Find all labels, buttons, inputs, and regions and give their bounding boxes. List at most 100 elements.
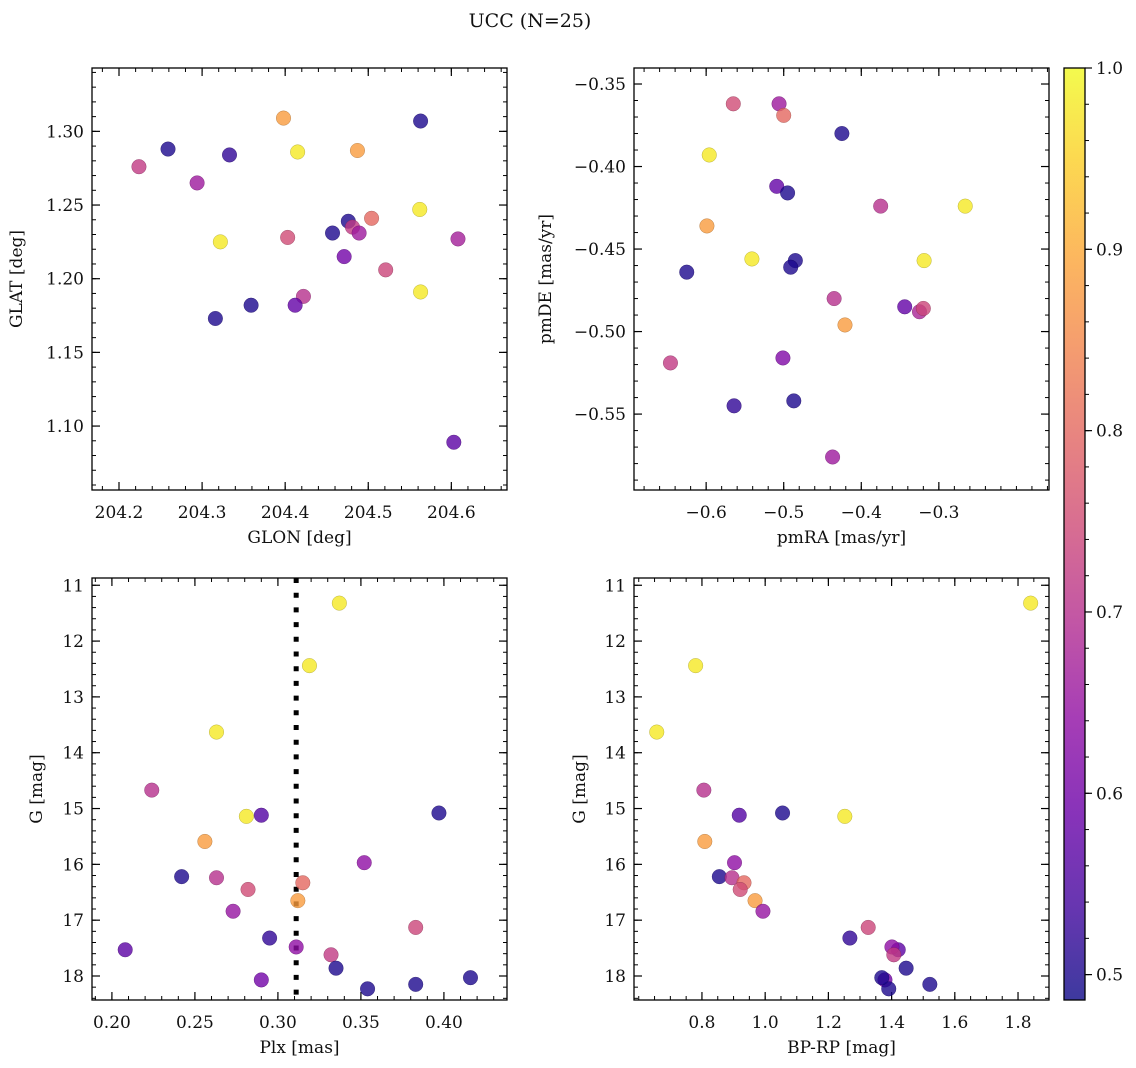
scatter-point bbox=[837, 317, 853, 333]
y-tick-label: 1.25 bbox=[46, 196, 84, 216]
y-tick-label: 12 bbox=[604, 632, 626, 652]
y-tick-label: 11 bbox=[604, 576, 626, 596]
y-tick-label: 14 bbox=[604, 744, 626, 764]
colorbar-tick-label: 0.5 bbox=[1096, 966, 1123, 986]
scatter-point bbox=[364, 210, 380, 226]
colorbar-tick-label: 0.8 bbox=[1096, 422, 1123, 442]
y-tick-label: 1.30 bbox=[46, 122, 84, 142]
scatter-point bbox=[726, 855, 743, 871]
x-tick-label: 1.6 bbox=[941, 1013, 968, 1033]
scatter-point bbox=[842, 930, 858, 946]
axes-frame bbox=[91, 67, 508, 491]
figure-title: UCC (N=25) bbox=[469, 10, 592, 32]
scatter-point bbox=[287, 297, 303, 313]
scatter-point bbox=[189, 175, 205, 191]
scatter-point bbox=[225, 903, 241, 919]
scatter-point bbox=[238, 808, 254, 824]
y-tick-label: 11 bbox=[62, 576, 84, 596]
scatter-point bbox=[886, 947, 902, 963]
scatter-point bbox=[174, 869, 190, 885]
scatter-point bbox=[775, 350, 791, 366]
scatter-point bbox=[336, 249, 352, 265]
scatter-point bbox=[649, 724, 665, 740]
scatter-point bbox=[1023, 595, 1039, 611]
scatter-point bbox=[780, 185, 796, 201]
x-axis-label: GLON [deg] bbox=[247, 528, 351, 548]
scatter-point bbox=[262, 930, 278, 946]
y-tick-label: 18 bbox=[604, 967, 626, 987]
scatter-point bbox=[117, 942, 133, 958]
x-tick-label: −0.6 bbox=[685, 503, 726, 523]
y-tick-label: 13 bbox=[62, 688, 84, 708]
scatter-point bbox=[775, 805, 791, 821]
colorbar-tick-label: 0.6 bbox=[1096, 784, 1123, 804]
y-tick-label: −0.55 bbox=[574, 405, 626, 425]
x-tick-label: −0.3 bbox=[918, 503, 959, 523]
colorbar-frame bbox=[1063, 67, 1086, 1001]
y-axis-label: GLAT [deg] bbox=[7, 230, 27, 328]
x-tick-label: 1.8 bbox=[1005, 1013, 1032, 1033]
scatter-point bbox=[408, 976, 424, 992]
panel-plx-g: 0.20 0.25 0.30 0.35 0.40 11 12 13 14 15 16 17 18 Plx … bbox=[27, 576, 508, 1058]
scatter-point bbox=[240, 881, 256, 898]
x-tick-label: 0.25 bbox=[176, 1013, 214, 1033]
x-tick-label: 0.35 bbox=[342, 1013, 380, 1033]
x-tick-label: 204.6 bbox=[427, 503, 476, 523]
scatter-point bbox=[131, 159, 147, 175]
panel-pmra-pmde: −0.6 −0.5 −0.4 −0.3 −0.55 −0.50 −0.45 −0.40 −0.3… bbox=[536, 67, 1050, 548]
scatter-point bbox=[378, 262, 394, 278]
y-tick-label: −0.45 bbox=[574, 240, 626, 260]
scatter-point bbox=[243, 297, 259, 313]
scatter-point bbox=[825, 449, 841, 465]
axes-frame bbox=[91, 577, 508, 1001]
scatter-point bbox=[860, 919, 876, 935]
scatter-point bbox=[295, 875, 311, 891]
x-tick-label: 1.4 bbox=[878, 1013, 905, 1033]
scatter-point bbox=[957, 198, 973, 214]
scatter-point bbox=[356, 855, 372, 871]
y-tick-label: −0.35 bbox=[574, 75, 626, 95]
y-tick-label: 13 bbox=[604, 688, 626, 708]
scatter-point bbox=[874, 970, 890, 986]
scatter-point bbox=[711, 869, 727, 885]
x-tick-label: 0.20 bbox=[93, 1013, 131, 1033]
scatter-point bbox=[323, 947, 339, 963]
scatter-point bbox=[662, 355, 679, 371]
y-tick-label: 15 bbox=[604, 800, 626, 820]
y-tick-label: 18 bbox=[62, 967, 84, 987]
scatter-point bbox=[331, 595, 347, 611]
x-tick-label: −0.4 bbox=[841, 503, 882, 523]
panel-glon-glat: 204.2 204.3 204.4 204.5 204.6 1.10 1.15 1.20 1.2… bbox=[7, 67, 508, 548]
scatter-point bbox=[699, 218, 715, 234]
scatter-point bbox=[290, 893, 306, 909]
x-axis-label: pmRA [mas/yr] bbox=[777, 528, 906, 548]
y-tick-label: 14 bbox=[62, 744, 84, 764]
scatter-point bbox=[744, 251, 760, 267]
scatter-point bbox=[897, 299, 913, 315]
scatter-point bbox=[280, 229, 296, 245]
scatter-point bbox=[696, 782, 712, 798]
y-tick-label: 1.10 bbox=[46, 417, 84, 437]
scatter-point bbox=[413, 113, 429, 129]
y-tick-label: 16 bbox=[604, 855, 626, 875]
y-tick-label: 15 bbox=[62, 800, 84, 820]
scatter-point bbox=[349, 142, 366, 159]
scatter-point bbox=[207, 310, 223, 327]
scatter-point bbox=[413, 284, 429, 300]
y-axis-label: pmDE [mas/yr] bbox=[536, 214, 556, 344]
x-tick-label: 0.8 bbox=[688, 1013, 715, 1033]
x-tick-label: 0.40 bbox=[425, 1013, 463, 1033]
scatter-point bbox=[898, 960, 914, 976]
colorbar-tick-label: 0.7 bbox=[1096, 603, 1123, 623]
colorbar-tick-label: 0.9 bbox=[1096, 240, 1123, 260]
scatter-point bbox=[679, 264, 695, 280]
scatter-point bbox=[208, 724, 225, 740]
x-axis-label: BP-RP [mag] bbox=[787, 1038, 896, 1058]
scatter-point bbox=[834, 125, 850, 142]
scatter-point bbox=[462, 970, 479, 986]
scatter-point bbox=[873, 198, 889, 214]
scatter-point bbox=[221, 147, 238, 163]
scatter-point bbox=[450, 231, 466, 247]
scatter-point bbox=[412, 201, 428, 218]
